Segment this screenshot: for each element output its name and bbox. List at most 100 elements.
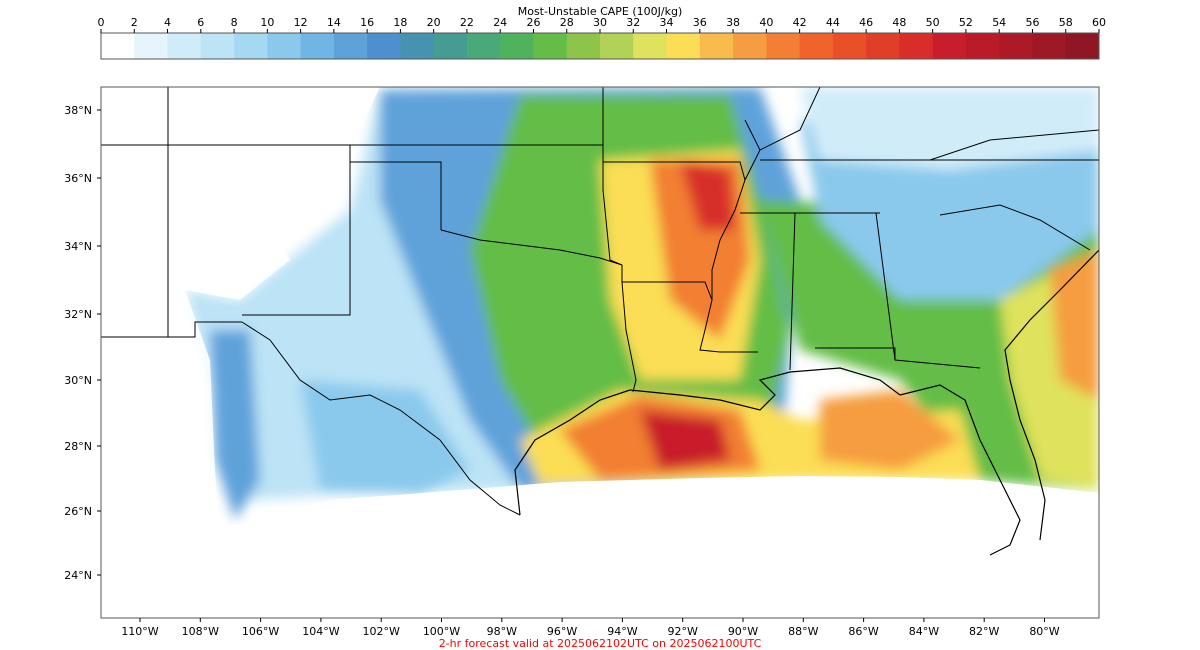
map-panel [100,86,1100,619]
colorbar-swatch [832,33,867,59]
colorbar-tick-label: 10 [260,16,274,29]
map-frame [100,86,1100,619]
colorbar-swatch [200,33,235,59]
lon-label: 86°W [848,625,878,638]
colorbar-swatch [733,33,767,59]
colorbar-swatch [267,33,302,59]
lon-label: 108°W [182,625,219,638]
lat-label: 28°N [64,440,92,453]
colorbar-swatch [234,33,268,59]
longitude-labels: 110°W 108°W 106°W 104°W 102°W 100°W 98°W 96°W 94… [121,618,1060,638]
lon-label: 88°W [788,625,818,638]
colorbar-tick-label: 26 [526,16,540,29]
colorbar-tick-label: 46 [859,16,873,29]
lon-label: 110°W [121,625,158,638]
colorbar-swatch [433,33,468,59]
boundary-red-river [440,229,623,266]
boundary-mo-ar [603,161,746,181]
colorbar-swatch [134,33,169,59]
colorbar-tick-label: 24 [493,16,507,29]
colorbar-tick-label: 16 [360,16,374,29]
lon-label: 96°W [547,625,577,638]
domain-mask-west [101,87,380,618]
boundary-ms-al [789,212,796,371]
lat-label: 26°N [64,505,92,518]
boundary-tx-nm [242,162,351,316]
boundary-ky-north [759,87,821,151]
colorbar-swatch [666,33,701,59]
state-boundaries [101,87,1099,516]
lon-label: 94°W [607,625,637,638]
colorbar-title: Most-Unstable CAPE (100J/kg) [517,5,683,18]
lon-label: 84°W [909,625,939,638]
cape-region-gulf-east-orange [820,390,960,470]
colorbar-tick-label: 58 [1059,16,1073,29]
coastline-florida-west [899,384,1021,556]
colorbar-swatch [699,33,734,59]
colorbar-swatch [1032,33,1067,59]
colorbar-tick-label: 34 [660,16,674,29]
lat-label: 36°N [64,172,92,185]
coastline-texas [514,389,631,516]
colorbar-swatch [566,33,601,59]
colorbar-swatch [766,33,801,59]
colorbar-swatch [167,33,202,59]
colorbar-swatch [333,33,368,59]
lon-label: 98°W [487,625,517,638]
cape-region-southwest-blue [210,330,260,520]
colorbar-tick-label: 20 [427,16,441,29]
colorbar-tick-label: 60 [1092,16,1106,29]
coastline-louisiana [629,367,901,411]
boundary-ok-ar [602,145,623,266]
colorbar-swatch [600,33,634,59]
colorbar-swatch [999,33,1033,59]
colorbar-swatch [965,33,1000,59]
lon-label: 82°W [969,625,999,638]
cape-field [101,87,1099,618]
lat-label: 34°N [64,240,92,253]
cape-region-gulf-red [640,410,730,470]
colorbar-swatch [866,33,900,59]
colorbar-swatch [533,33,568,59]
colorbar-tick-label: 22 [460,16,474,29]
coastline-florida-east [1004,249,1099,541]
colorbar-tick-label: 48 [892,16,906,29]
boundary-ok-panhandle [349,145,442,230]
lat-label: 32°N [64,308,92,321]
cape-region-east-blue [800,120,1099,300]
lon-label: 106°W [242,625,279,638]
colorbar: 0 2 4 6 8 10 12 14 16 18 20 22 24 26 28 30 32 34 36 38 40 42 4… [98,16,1106,60]
boundary-va [929,129,1099,161]
colorbar-tick-label: 6 [197,16,204,29]
colorbar-swatch [932,33,967,59]
lon-label: 104°W [302,625,339,638]
colorbar-swatch [1065,33,1100,59]
colorbar-tick-label: 32 [626,16,640,29]
colorbar-swatch [400,33,435,59]
lon-label: 80°W [1029,625,1059,638]
colorbar-tick-label: 56 [1025,16,1039,29]
colorbar-tick-label: 30 [593,16,607,29]
lat-label: 24°N [64,569,92,582]
coastline [514,249,1099,556]
cape-region-south-texas-blue [300,380,470,495]
forecast-footer: 2-hr forecast valid at 2025062102UTC on … [438,637,762,650]
colorbar-tick-label: 4 [164,16,171,29]
colorbar-tick-label: 0 [98,16,105,29]
colorbar-tick-label: 14 [327,16,341,29]
colorbar-swatch [500,33,534,59]
colorbar-tick-label: 36 [693,16,707,29]
boundary-mx-texas [241,321,521,516]
colorbar-swatch [899,33,934,59]
colorbar-swatch [466,33,501,59]
boundary-az-mexico [101,321,242,338]
lon-label: 90°W [728,625,758,638]
boundary-nc-sc [939,204,1091,251]
lon-label: 100°W [423,625,460,638]
lon-label: 92°W [668,625,698,638]
latitude-labels: 38°N 36°N 34°N 32°N 30°N 28°N 26°N 24°N [64,104,101,582]
colorbar-tick-label: 52 [959,16,973,29]
colorbar-swatch [300,33,335,59]
cape-region-ne-light [800,87,1099,170]
